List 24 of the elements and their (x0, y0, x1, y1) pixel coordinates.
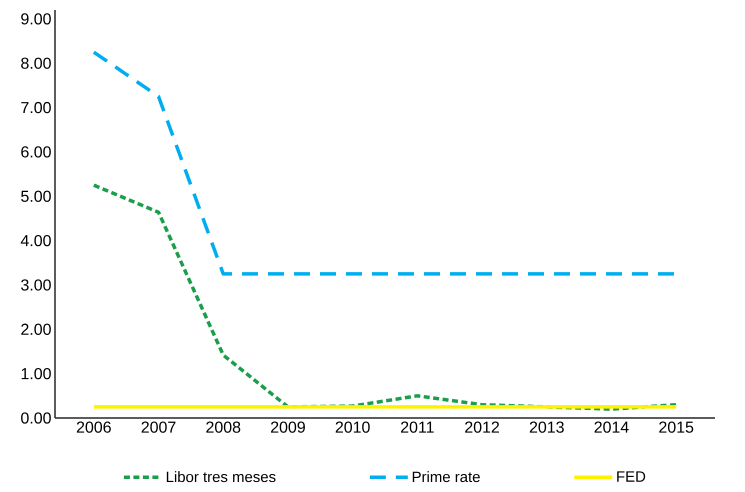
x-tick-label: 2009 (271, 422, 305, 433)
x-tick-label: 2012 (465, 422, 499, 433)
y-tick-label: 8.00 (21, 58, 51, 69)
y-tick-label: 4.00 (20, 234, 51, 246)
y-tick-label: 5.00 (21, 190, 51, 202)
x-tick-label: 2007 (142, 422, 176, 433)
x-tick-label: 2006 (76, 422, 111, 433)
y-tick-label: 3.00 (21, 279, 51, 291)
legend-label: Prime rate (412, 471, 480, 482)
legend-label: FED (617, 471, 646, 482)
x-tick-label: 2013 (530, 422, 564, 433)
legend-label: Libor tres meses (166, 471, 276, 482)
x-tick-label: 2015 (659, 422, 694, 433)
y-tick-label: 9.00 (21, 13, 51, 25)
x-tick-label: 2014 (594, 422, 629, 433)
line-series (92, 183, 678, 411)
x-tick-label: 2008 (206, 422, 240, 433)
x-tick-label: 2011 (401, 422, 434, 433)
y-tick-label: 0.00 (21, 412, 51, 424)
x-tick-label: 2010 (336, 422, 370, 433)
y-tick-label: 6.00 (21, 146, 51, 158)
y-tick-label: 1.00 (22, 368, 51, 380)
y-tick-label: 2.00 (21, 324, 51, 335)
y-tick-label: 7.00 (21, 102, 51, 114)
